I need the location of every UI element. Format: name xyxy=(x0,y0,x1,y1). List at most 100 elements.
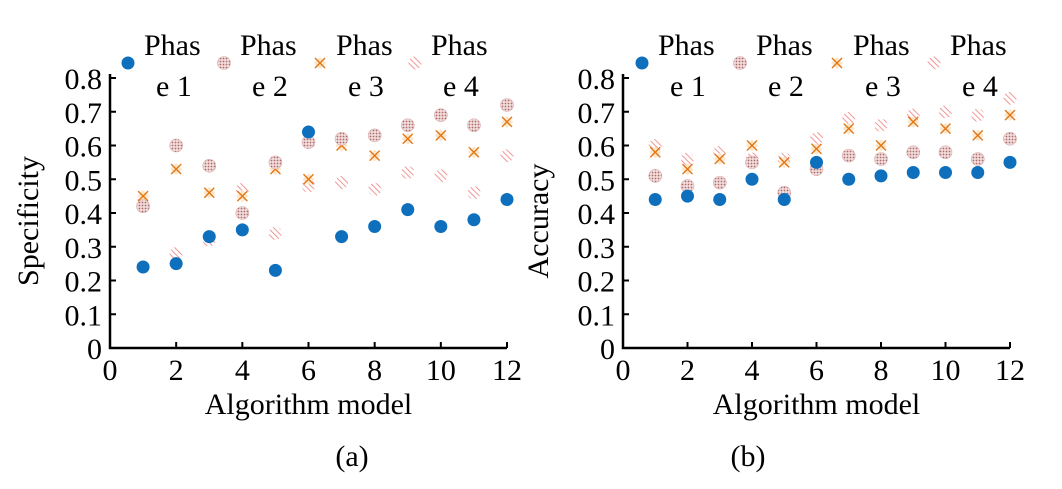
x-tick-label: 10 xyxy=(931,354,961,387)
data-point-phase1 xyxy=(648,193,662,206)
x-tick-label: 12 xyxy=(492,354,522,387)
data-point-phase4 xyxy=(842,112,856,125)
data-point-phase4 xyxy=(971,108,985,122)
data-point-phase1 xyxy=(169,257,183,271)
x-tick-label: 2 xyxy=(680,354,695,387)
data-point-phase1 xyxy=(302,125,315,139)
data-point-phase3 xyxy=(368,149,381,162)
data-point-phase1 xyxy=(939,166,952,179)
data-point-phase3 xyxy=(170,163,183,176)
data-point-phase1 xyxy=(335,230,349,244)
data-point-phase2 xyxy=(745,155,759,170)
y-tick-label: 0.7 xyxy=(65,97,103,130)
data-point-phase1 xyxy=(1003,155,1017,169)
data-point-phase1 xyxy=(202,230,216,244)
x-tick-label: 4 xyxy=(745,354,760,387)
data-point-phase2 xyxy=(906,145,921,160)
data-point-phase3 xyxy=(1004,109,1016,122)
data-point-phase3 xyxy=(681,163,694,176)
x-tick-label: 4 xyxy=(235,354,250,387)
y-tick-label: 0.4 xyxy=(65,198,103,231)
x-tick-label: 0 xyxy=(103,354,118,387)
data-point-phase1 xyxy=(434,220,448,233)
data-point-phase3 xyxy=(501,115,513,128)
y-tick-label: 0.3 xyxy=(578,232,616,265)
x-tick-label: 12 xyxy=(995,354,1025,387)
x-tick-label: 10 xyxy=(426,354,456,387)
data-point-phase2 xyxy=(434,108,448,122)
legend-marker-1 xyxy=(121,56,135,70)
x-tick-label: 2 xyxy=(169,354,184,387)
data-point-phase3 xyxy=(302,173,315,186)
data-point-phase1 xyxy=(467,213,481,227)
data-point-phase3 xyxy=(778,156,791,169)
legend-marker-1 xyxy=(635,56,649,70)
data-point-phase4 xyxy=(368,182,382,196)
legend-label-line1: Phas xyxy=(853,29,910,62)
data-point-phase2 xyxy=(268,155,283,170)
data-point-phase3 xyxy=(401,132,414,145)
data-point-phase1 xyxy=(136,260,150,274)
y-tick-label: 0 xyxy=(87,333,102,366)
data-point-phase3 xyxy=(137,190,150,203)
data-point-phase3 xyxy=(203,186,216,199)
legend-label-line1: Phas xyxy=(756,29,813,62)
data-point-phase1 xyxy=(713,193,727,206)
data-point-phase1 xyxy=(681,189,694,203)
data-point-phase4 xyxy=(939,105,952,119)
legend-label-line1: Phas xyxy=(336,29,393,62)
data-point-phase1 xyxy=(842,172,856,186)
data-point-phase2 xyxy=(136,199,150,214)
chart-panel-b: 00.10.20.30.40.50.60.70.8 0 2 4 6 8 10 12 Algori… xyxy=(522,29,1025,473)
data-point-phase3 xyxy=(842,122,855,135)
chart-panel-a: 00.10.20.30.40.50.60.70.8 0 2 4 6 8 10 12 Algori… xyxy=(12,29,522,473)
data-point-phase1 xyxy=(971,166,985,179)
x-tick-label: 6 xyxy=(301,354,316,387)
legend-label-line1: Phas xyxy=(950,29,1007,62)
y-tick-label: 0.6 xyxy=(578,131,616,164)
data-point-phase2 xyxy=(235,206,250,220)
legend-label-line2: e 2 xyxy=(768,70,804,103)
y-tick-label: 0.5 xyxy=(65,164,103,197)
legend-label-line1: Phas xyxy=(658,29,715,62)
y-axis-label: Specificity xyxy=(12,156,45,286)
data-point-phase2 xyxy=(938,145,953,160)
data-point-phase3 xyxy=(236,190,249,203)
legend-label-line1: Phas xyxy=(431,29,488,62)
y-tick-label: 0.6 xyxy=(65,131,103,164)
x-tick-label: 0 xyxy=(616,354,631,387)
x-tick-label: 8 xyxy=(367,354,382,387)
y-tick-label: 0.7 xyxy=(578,97,616,130)
panel-caption: (a) xyxy=(335,440,368,473)
data-point-phase4 xyxy=(874,118,888,132)
data-point-phase2 xyxy=(1003,131,1017,146)
data-point-phase2 xyxy=(400,118,415,133)
data-point-phase4 xyxy=(681,152,694,166)
data-point-phase3 xyxy=(810,142,823,155)
data-point-phase3 xyxy=(746,139,758,152)
data-point-phase2 xyxy=(874,152,888,166)
data-point-phase2 xyxy=(334,131,349,146)
data-point-phase4 xyxy=(268,226,282,240)
panel-caption: (b) xyxy=(731,440,766,473)
data-point-phase4 xyxy=(467,186,481,200)
data-point-phase3 xyxy=(907,115,920,128)
data-point-phase1 xyxy=(401,203,415,217)
data-point-phase3 xyxy=(467,146,480,159)
axes-lines xyxy=(621,74,1010,350)
data-point-phase4 xyxy=(810,132,823,146)
y-tick-label: 0.1 xyxy=(578,299,616,332)
data-point-phase1 xyxy=(500,193,514,206)
legend-label-line2: e 4 xyxy=(962,70,998,103)
data-point-phase2 xyxy=(970,152,985,166)
y-tick-label: 0.5 xyxy=(578,164,616,197)
data-point-phase1 xyxy=(777,193,791,206)
data-point-phase3 xyxy=(713,153,726,165)
y-tick-label: 0.3 xyxy=(65,232,103,265)
legend-marker-4 xyxy=(408,56,422,70)
data-point-phase3 xyxy=(649,146,662,159)
data-point-phase4 xyxy=(335,176,349,190)
x-axis-label: Algorithm model xyxy=(205,388,412,421)
data-point-phase3 xyxy=(939,122,952,135)
